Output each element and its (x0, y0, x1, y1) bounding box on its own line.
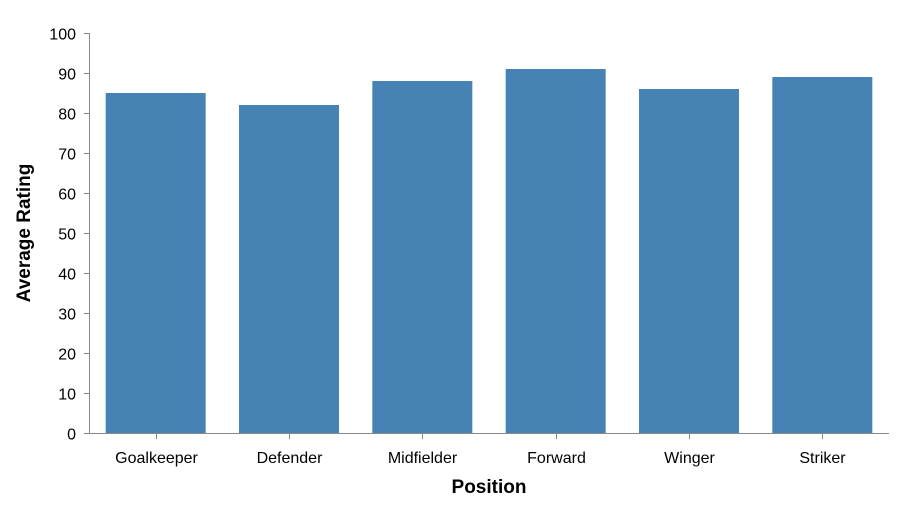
y-tick-label: 10 (58, 387, 76, 404)
y-tick-label: 50 (58, 227, 76, 244)
x-tick-label-striker: Striker (799, 450, 846, 467)
y-tick-label: 40 (58, 267, 76, 284)
y-axis-title: Average Rating (14, 164, 35, 303)
x-tick-label-winger: Winger (664, 450, 715, 467)
y-tick-label: 90 (58, 67, 76, 84)
x-tick-label-midfielder: Midfielder (388, 450, 458, 467)
y-tick-label: 80 (58, 107, 76, 124)
y-tick-label: 20 (58, 347, 76, 364)
bars-layer (105, 69, 873, 433)
bar-forward (505, 69, 606, 433)
y-axis: 0 10 20 30 40 50 60 70 80 90 100 (49, 27, 90, 444)
bar-goalkeeper (105, 93, 206, 433)
y-tick-label: 0 (67, 427, 76, 444)
y-tick-label: 30 (58, 307, 76, 324)
x-tick-label-defender: Defender (257, 450, 323, 467)
bar-midfielder (372, 81, 473, 433)
bar-winger (639, 89, 739, 433)
bar-defender (239, 105, 339, 433)
x-tick-label-forward: Forward (527, 450, 586, 467)
y-tick-label: 100 (49, 27, 76, 44)
y-tick-label: 70 (58, 147, 76, 164)
y-tick-label: 60 (58, 187, 76, 204)
x-axis-title: Position (452, 477, 527, 498)
x-tick-label-goalkeeper: Goalkeeper (115, 450, 198, 467)
bar-striker (772, 77, 873, 433)
x-axis: Goalkeeper Defender Midfielder Forward Winge… (89, 433, 889, 467)
